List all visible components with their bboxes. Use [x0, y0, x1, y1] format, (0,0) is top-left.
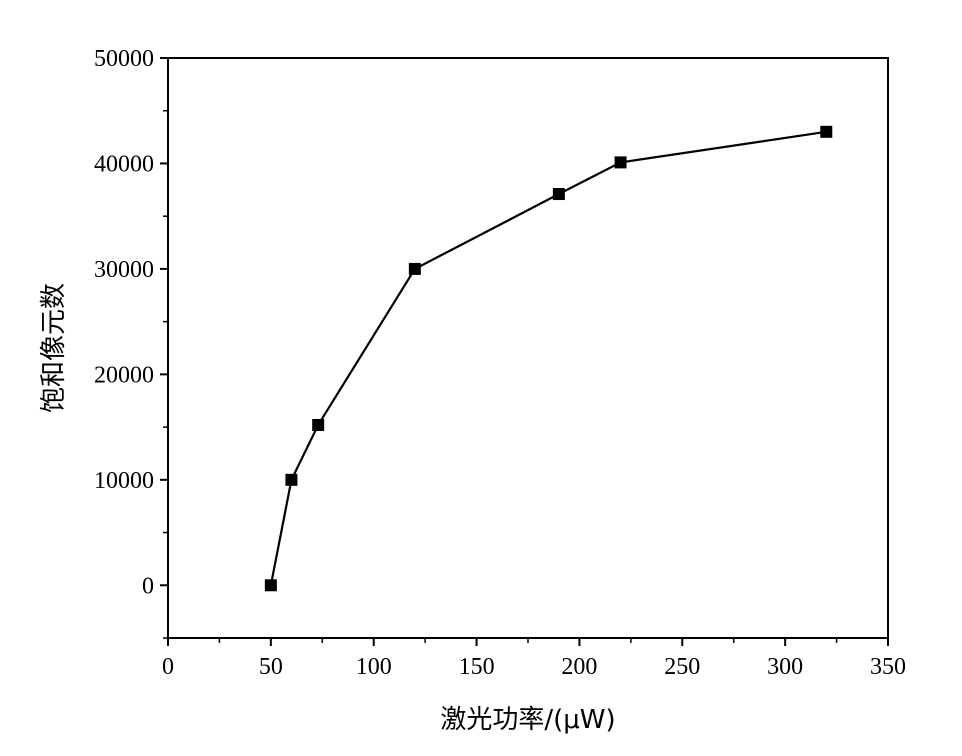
x-tick-label: 50: [259, 654, 283, 680]
x-tick-label: 100: [356, 654, 392, 680]
y-tick-label: 40000: [94, 151, 154, 177]
ticks: [160, 57, 889, 646]
y-axis-title: 饱和像元数: [39, 283, 69, 413]
x-tick-label: 300: [767, 654, 803, 680]
x-tick-label: 150: [459, 654, 495, 680]
data-point-marker: [408, 262, 421, 275]
series-layer: [264, 125, 833, 592]
data-point-marker: [552, 188, 565, 201]
series-line: [269, 130, 827, 586]
y-tick-label: 20000: [94, 362, 154, 388]
y-tick-label: 0: [142, 573, 154, 599]
data-point-marker: [614, 156, 627, 169]
data-point-marker: [285, 473, 298, 486]
y-tick-label: 50000: [94, 46, 154, 72]
x-tick-label: 250: [664, 654, 700, 680]
x-axis-title: 激光功率/(μW): [440, 705, 615, 735]
data-point-marker: [264, 579, 277, 592]
data-point-marker: [312, 418, 325, 431]
x-tick-label: 200: [561, 654, 597, 680]
x-tick-label: 350: [870, 654, 906, 680]
y-tick-label: 10000: [94, 468, 154, 494]
axes: [167, 57, 889, 639]
x-tick-label: 0: [162, 654, 174, 680]
data-point-marker: [820, 125, 833, 138]
y-tick-label: 30000: [94, 257, 154, 283]
labels: 0 50 100 150 200 250 300 350 0 10000 20000 30000 400…: [94, 46, 906, 680]
plot-frame: [167, 57, 889, 639]
